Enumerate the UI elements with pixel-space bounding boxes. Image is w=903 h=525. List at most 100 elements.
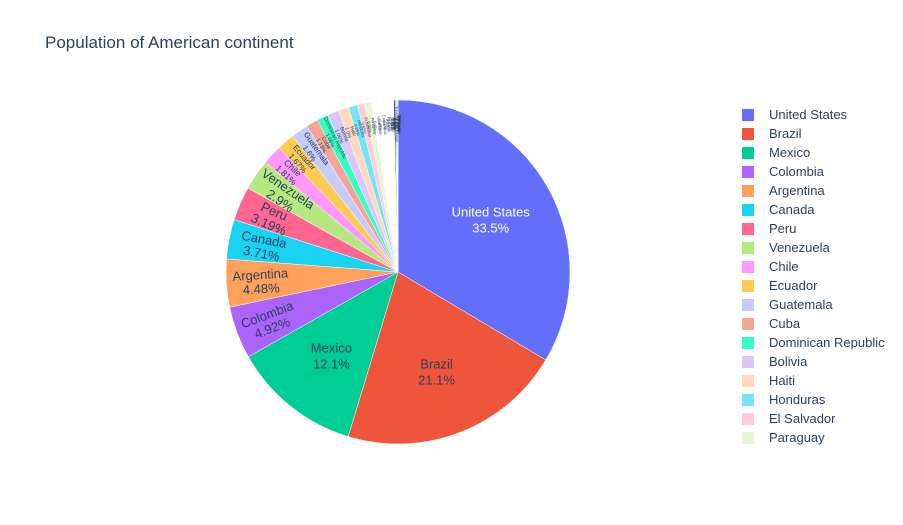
chart-title: Population of American continent [45,33,294,52]
slice-label-value: 1.0% [343,127,352,140]
legend-item-chile[interactable]: Chile [742,257,885,276]
legend-label: Haiti [769,373,796,388]
slice-label-value: 0.13% [390,118,395,130]
slice-label-value: 3.71% [242,242,281,264]
legend-item-honduras[interactable]: Honduras [742,390,885,409]
legend-item-venezuela[interactable]: Venezuela [742,238,885,257]
slice-label-name: Costa Rica [381,115,388,136]
legend-label: El Salvador [769,411,836,426]
slice-label-name: Saint Lucia [398,114,403,135]
pie-slice-mexico[interactable] [248,271,399,437]
slice-label-name: Barbados [397,116,402,133]
legend-swatch [742,393,754,406]
legend-item-bolivia[interactable]: Bolivia [742,352,885,371]
slice-label-name: El Salvador [363,117,372,139]
legend-label: Venezuela [769,240,830,255]
legend-item-dominican-republic[interactable]: Dominican Republic [742,333,885,352]
legend-item-guatemala[interactable]: Guatemala [742,295,885,314]
slice-label-value: 21.1% [418,372,455,387]
legend-swatch [742,279,754,292]
legend-label: United States [769,107,848,122]
slice-label-value: 0.04% [392,118,397,130]
slice-label-name: Panama [386,117,392,133]
slice-label-value: 0.03% [393,118,398,130]
legend-item-argentina[interactable]: Argentina [742,181,885,200]
slice-label-name: Brazil [420,356,453,371]
legend-swatch [742,317,754,330]
legend-swatch [742,336,754,349]
legend-swatch [742,184,754,197]
slice-label-value: 0.65% [360,122,367,135]
legend-label: Paraguay [769,430,825,445]
slice-label-name: Paraguay [370,117,378,135]
slice-label-name: Trinidad and Tobago [394,106,400,143]
slice-label-name: Bolivia [338,126,349,143]
slice-label-value: 0.65% [366,121,373,133]
slice-label-name: Jamaica [392,117,398,133]
slice-label-value: 12.1% [313,356,350,371]
legend-label: Brazil [769,126,802,141]
legend-item-canada[interactable]: Canada [742,200,885,219]
legend-item-mexico[interactable]: Mexico [742,143,885,162]
slice-label-value: 0.02% [393,118,398,130]
slice-label-value: 0.08% [391,118,396,130]
legend-item-haiti[interactable]: Haiti [742,371,885,390]
pie-slice-brazil[interactable] [347,271,547,445]
legend-item-ecuador[interactable]: Ecuador [742,276,885,295]
legend-label: Canada [769,202,815,217]
legend-label: Colombia [769,164,824,179]
legend-item-paraguay[interactable]: Paraguay [742,428,885,447]
legend-item-brazil[interactable]: Brazil [742,124,885,143]
slice-label-name: United States [452,204,531,219]
slice-label-value: 0.4% [382,120,388,130]
slice-label-name: Mexico [311,340,352,355]
legend-label: Honduras [769,392,826,407]
legend-item-cuba[interactable]: Cuba [742,314,885,333]
slice-label-name: Guyana [395,117,400,132]
pie-slice-united-states[interactable] [397,99,571,361]
legend-swatch [742,298,754,311]
legend-swatch [742,222,754,235]
slice-label-value: 0.33% [385,119,391,131]
slice-label-name: Argentina [232,265,289,284]
slice-label-value: 1.06% [333,129,344,145]
legend-swatch [742,108,754,121]
legend-label: Argentina [769,183,825,198]
slice-label-name: Uruguay [389,117,395,132]
legend-swatch [742,241,754,254]
legend-label: Guatemala [769,297,833,312]
slice-label-name: Honduras [357,119,366,137]
legend-item-united-states[interactable]: United States [742,105,885,124]
legend-swatch [742,165,754,178]
legend-swatch [742,374,754,387]
legend-item-el-salvador[interactable]: El Salvador [742,409,885,428]
legend-label: Bolivia [769,354,808,369]
slice-label-value: 33.5% [472,220,509,235]
slice-label-value: 0.48% [377,119,383,131]
legend-label: Cuba [769,316,801,331]
legend: United States Brazil Mexico Colombia Argenti… [742,105,885,447]
slice-label-value: 0.6% [372,121,378,131]
slice-label-value: 0.27% [388,119,393,131]
legend-item-colombia[interactable]: Colombia [742,162,885,181]
legend-item-peru[interactable]: Peru [742,219,885,238]
slice-label-name: Suriname [396,115,401,133]
